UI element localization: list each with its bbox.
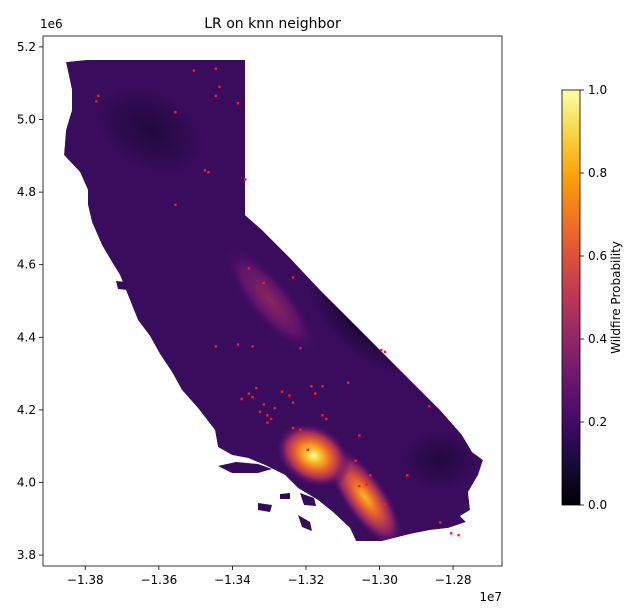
fire-point: [240, 397, 243, 401]
fire-point: [207, 170, 210, 174]
y-axis: 3.8 4.0 4.2 4.4 4.6 4.8 5.0 5.2: [17, 40, 43, 562]
fire-point: [299, 428, 302, 432]
fire-point: [280, 390, 284, 393]
y-tick-label: 4.8: [17, 185, 36, 199]
x-tick-label: −1.28: [435, 573, 472, 587]
fire-point: [299, 346, 302, 350]
fire-point: [361, 475, 365, 479]
y-tick-label: 4.0: [17, 476, 36, 490]
fire-point: [247, 267, 251, 270]
fire-point: [450, 532, 453, 535]
fire-point: [358, 484, 361, 488]
fire-point: [192, 69, 195, 72]
colorbar-tick-label: 0.6: [588, 249, 607, 263]
y-tick-label: 4.4: [17, 330, 36, 344]
fire-point: [247, 392, 251, 395]
fire-point: [269, 417, 273, 421]
fire-point: [383, 350, 387, 354]
y-tick-label: 4.6: [17, 258, 36, 272]
x-offset-label: 1e7: [479, 590, 502, 604]
x-axis: −1.38 −1.36 −1.34 −1.32 −1.30 −1.28: [67, 566, 472, 587]
fire-point: [291, 401, 295, 404]
fire-point: [214, 94, 218, 98]
low-probability-region: [400, 430, 480, 490]
fire-point: [365, 479, 368, 482]
colorbar-tick-label: 0.0: [588, 498, 607, 512]
fire-point: [383, 503, 387, 506]
x-tick-label: −1.34: [214, 573, 251, 587]
fire-point: [174, 203, 177, 207]
colorbar-tick-label: 0.4: [588, 332, 607, 346]
y-tick-label: 3.8: [17, 548, 36, 562]
colorbar-label: Wildfire Probability: [609, 241, 623, 354]
fire-point: [288, 394, 291, 397]
fire-point: [258, 410, 262, 413]
x-tick-label: −1.30: [361, 573, 398, 587]
fire-point: [236, 101, 240, 105]
fire-point: [174, 111, 177, 114]
fire-point: [365, 483, 368, 486]
fire-point: [262, 281, 265, 285]
colorbar-ticks: 0.0 0.2 0.4 0.6 0.8 1.0: [580, 83, 607, 512]
x-tick-label: −1.38: [67, 573, 104, 587]
fire-point: [236, 343, 240, 346]
fire-point: [291, 276, 295, 279]
axes-frame: [42, 35, 503, 567]
fire-point: [358, 434, 361, 437]
fire-point: [354, 459, 357, 462]
x-tick-label: −1.32: [288, 573, 325, 587]
heatmap-layer: [64, 60, 483, 541]
fire-point: [251, 345, 254, 348]
hotspot-main: [275, 422, 352, 489]
hotspot-central-valley: [221, 244, 319, 356]
fire-point: [439, 521, 442, 524]
fire-point: [266, 414, 269, 417]
y-tick-label: 4.2: [17, 403, 36, 417]
colorbar-tick-label: 0.8: [588, 166, 607, 180]
fire-point: [427, 405, 431, 408]
fire-point: [255, 386, 258, 390]
fire-point: [244, 178, 247, 181]
fire-point: [405, 474, 409, 477]
y-tick-label: 5.0: [17, 112, 36, 126]
colorbar-tick-label: 0.2: [588, 415, 607, 429]
colorbar: 0.0 0.2 0.4 0.6 0.8 1.0 Wildfire Probability: [561, 83, 623, 512]
colorbar-gradient: [561, 89, 581, 506]
fire-point: [313, 392, 317, 395]
fire-points: [95, 67, 460, 537]
fire-point: [203, 169, 207, 172]
fire-point: [369, 474, 372, 477]
fire-point: [321, 414, 324, 417]
y-tick-label: 5.2: [17, 40, 36, 54]
fire-point: [324, 417, 328, 421]
plot-area: −1.38 −1.36 −1.34 −1.32 −1.30 −1.28 3.8 4.0 4.2…: [17, 17, 503, 604]
fire-point: [380, 348, 383, 352]
fire-point: [306, 448, 310, 452]
channel-islands: [116, 281, 316, 531]
fire-point: [96, 94, 100, 98]
chart-title: LR on knn neighbor: [204, 16, 341, 32]
fire-point: [262, 403, 265, 406]
fire-point: [214, 67, 218, 70]
x-tick-label: −1.36: [140, 573, 177, 587]
y-offset-label: 1e6: [40, 17, 63, 31]
low-probability-region: [94, 84, 206, 176]
fire-point: [347, 381, 350, 384]
fire-point: [291, 426, 295, 430]
fire-point: [310, 385, 313, 388]
colorbar-tick-label: 1.0: [588, 83, 607, 97]
fire-point: [214, 345, 218, 348]
fire-point: [251, 395, 254, 399]
fire-point: [266, 421, 269, 424]
fire-point: [457, 533, 460, 537]
fire-point: [321, 385, 324, 388]
fire-point: [273, 406, 276, 410]
fire-point: [95, 100, 98, 103]
fire-point: [218, 85, 221, 89]
